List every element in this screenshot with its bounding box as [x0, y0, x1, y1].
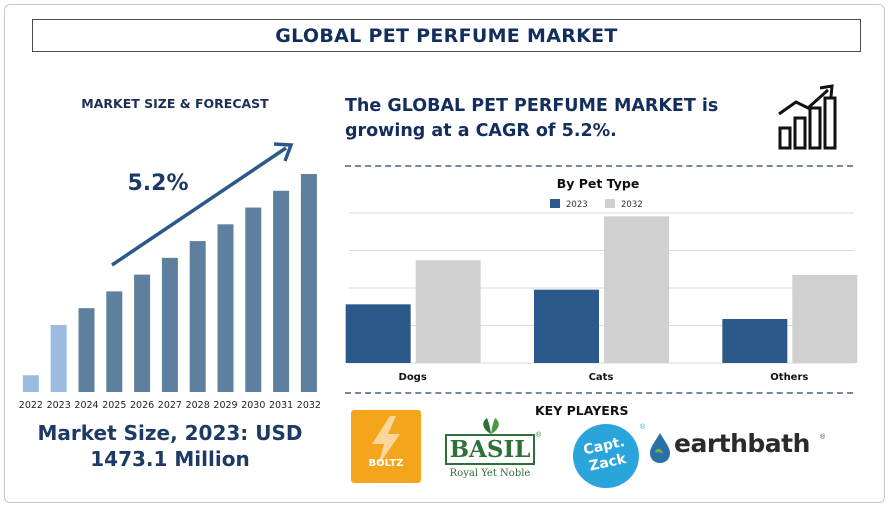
chart-title: By Pet Type: [557, 176, 640, 191]
basil-tagline: Royal Yet Noble: [449, 468, 531, 479]
category-label: Dogs: [399, 372, 427, 383]
water-drop-icon: [650, 433, 670, 463]
forecast-tick-label: 2023: [47, 400, 71, 411]
capt-zack-logo-text: Capt. Zack: [582, 434, 628, 475]
key-players-title: KEY PLAYERS: [535, 403, 629, 418]
forecast-tick-label: 2029: [213, 400, 237, 411]
category-label: Others: [770, 372, 808, 383]
earthbath-logo-text: earthbath: [674, 429, 810, 458]
basil-logo: BASIL ® Royal Yet Noble: [442, 417, 544, 485]
forecast-tick-label: 2025: [102, 400, 126, 411]
market-forecast-subtitle: MARKET SIZE & FORECAST: [81, 96, 269, 111]
legend-label: 2023: [566, 200, 588, 210]
forecast-bar: [300, 174, 317, 392]
pet-type-bar: [345, 304, 411, 363]
forecast-tick-label: 2022: [19, 400, 43, 411]
basil-leaf-icon: [483, 418, 499, 434]
market-size-text: Market Size, 2023: USD 1473.1 Million: [20, 420, 320, 472]
pet-type-bar-chart: By Pet Type 2023 2032 Dogs Cats Others: [345, 176, 858, 383]
forecast-bar: [273, 190, 290, 392]
cagr-headline-line2: growing at a CAGR of 5.2%.: [345, 121, 617, 141]
registered-mark: ®: [639, 424, 645, 431]
pet-type-bar: [534, 289, 599, 363]
registered-mark: ®: [536, 432, 542, 439]
forecast-bar: [22, 375, 39, 392]
page-title: GLOBAL PET PERFUME MARKET: [275, 24, 618, 47]
pet-type-bar: [722, 319, 788, 363]
pet-type-bar: [792, 275, 858, 363]
forecast-bar: [134, 274, 151, 392]
category-label: Cats: [589, 372, 614, 383]
market-size-line2: 1473.1 Million: [90, 447, 250, 471]
registered-mark: ®: [820, 434, 826, 441]
forecast-tick-label: 2032: [297, 400, 321, 411]
forecast-tick-label: 2028: [186, 400, 210, 411]
forecast-tick-label: 2030: [241, 400, 265, 411]
bar-chart-trend-up-icon: [778, 84, 837, 150]
forecast-bar: [50, 324, 67, 392]
forecast-bar: [189, 241, 206, 392]
growth-arrow-icon: [111, 146, 287, 267]
forecast-bar: [217, 224, 234, 392]
cagr-label: 5.2%: [127, 171, 188, 196]
forecast-tick-label: 2024: [74, 400, 98, 411]
forecast-bar: [161, 257, 178, 392]
page-title-box: GLOBAL PET PERFUME MARKET: [32, 19, 861, 52]
cagr-headline: The GLOBAL PET PERFUME MARKET is growing…: [345, 94, 765, 144]
boltz-logo: BOLTZ: [351, 410, 421, 483]
pet-type-bar: [415, 260, 481, 363]
capt-zack-logo: Capt. Zack ®: [573, 424, 645, 488]
forecast-tick-label: 2026: [130, 400, 154, 411]
legend-swatch: [550, 199, 560, 208]
pet-type-bar: [604, 216, 669, 363]
earthbath-logo: earthbath ®: [648, 428, 828, 468]
divider-bottom: [345, 392, 853, 394]
forecast-tick-label: 2027: [158, 400, 182, 411]
forecast-bar: [245, 207, 262, 392]
legend-swatch: [605, 199, 615, 208]
boltz-logo-text: BOLTZ: [368, 458, 404, 469]
page-frame: [4, 4, 885, 503]
legend-label: 2032: [621, 200, 643, 210]
market-size-line1: Market Size, 2023: USD: [37, 421, 303, 445]
divider-top: [345, 165, 853, 167]
lightning-bolt-icon: [372, 416, 400, 466]
forecast-bar-chart: 2022 2023 2024 2025 2026 2027 2028 2029 2030 2031…: [19, 142, 321, 411]
cagr-headline-line1: The GLOBAL PET PERFUME MARKET is: [345, 96, 719, 116]
forecast-bar: [78, 308, 95, 392]
growth-arrow-head: [273, 142, 294, 162]
basil-logo-text: BASIL: [445, 434, 535, 465]
forecast-tick-label: 2031: [269, 400, 293, 411]
forecast-bar: [106, 291, 123, 392]
